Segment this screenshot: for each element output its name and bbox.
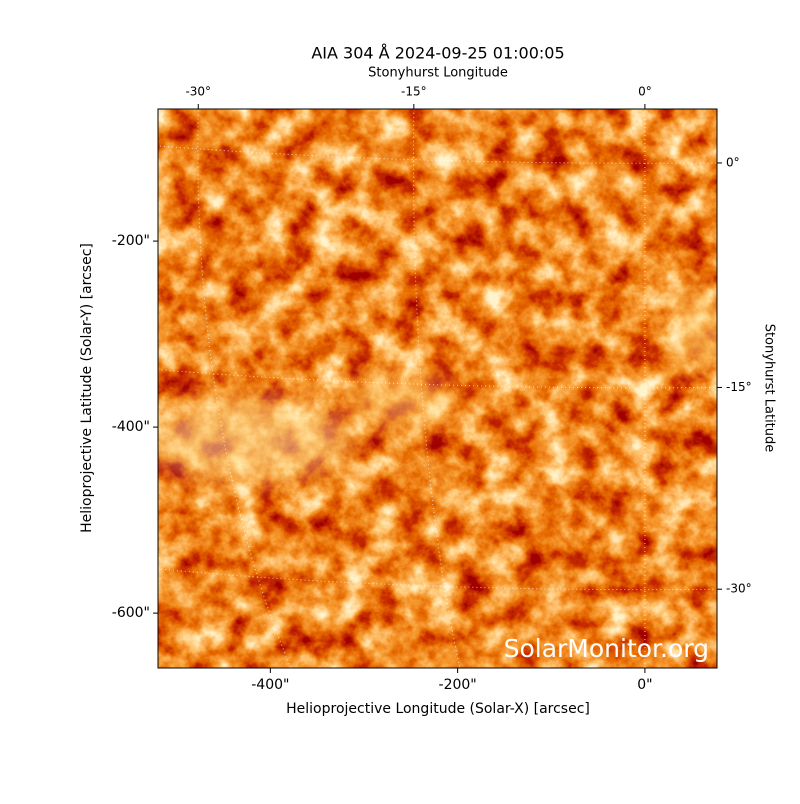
latitude-grid-line [158,568,717,591]
latitude-grid-line [158,369,717,389]
y-tick-label: -600" [112,605,150,621]
lon-tick-label: -30° [185,85,211,99]
chart-title: AIA 304 Å 2024-09-25 01:00:05 [311,44,564,63]
x-tick-label: -200" [439,677,477,693]
longitude-grid-line [197,109,292,668]
lon-tick-label: 0° [638,85,652,99]
lat-tick-label: 0° [726,155,740,169]
x-axis-label: Helioprojective Longitude (Solar-X) [arc… [286,701,590,717]
lat-tick-label: -15° [726,380,752,394]
plot-frame [157,108,718,669]
lon-tick-label: -15° [401,85,427,99]
y-tick-label: -400" [112,419,150,435]
right-axis-label: Stonyhurst Latitude [762,324,777,453]
y-axis-label: Helioprojective Latitude (Solar-Y) [arcs… [79,243,95,533]
watermark: SolarMonitor.org [504,634,709,663]
y-tick-label: -200" [112,233,150,249]
stonyhurst-grid [158,109,717,668]
top-axis-label: Stonyhurst Longitude [368,66,508,81]
lat-tick-label: -30° [726,582,752,596]
x-tick-label: 0" [637,677,652,693]
solar-image [158,109,717,668]
x-tick-label: -400" [251,677,289,693]
